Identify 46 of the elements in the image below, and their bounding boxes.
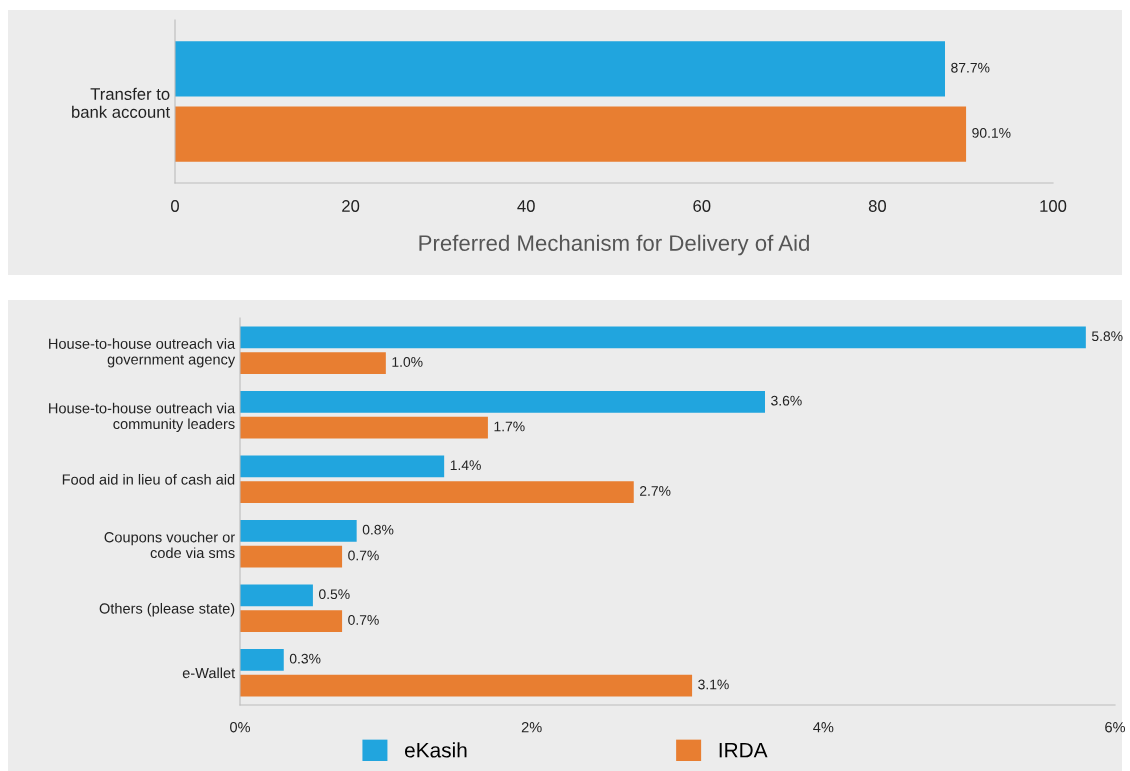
bar — [240, 610, 343, 633]
data-label: 1.4% — [450, 460, 481, 471]
data-label: 3.1% — [698, 679, 729, 690]
bar — [240, 481, 634, 504]
bar — [240, 519, 357, 542]
x-tick-label: 40 — [517, 200, 535, 212]
x-tick-label: 0% — [230, 722, 251, 733]
bar — [240, 390, 765, 413]
x-tick-label: 4% — [813, 722, 834, 733]
y-tick-label: Transfer to bank account — [72, 87, 171, 118]
x-tick-label: 6% — [1105, 722, 1126, 733]
bar — [240, 648, 284, 671]
data-label: 5.8% — [1091, 331, 1123, 342]
x-tick-label: 80 — [868, 200, 887, 212]
bar — [240, 416, 488, 439]
data-label: 0.7% — [348, 615, 379, 625]
bar — [240, 545, 343, 568]
data-label: 2.7% — [640, 486, 671, 496]
x-tick-label: 20 — [342, 200, 360, 212]
legend-label: eKasih — [404, 742, 467, 758]
y-tick-label: Others (please state) — [99, 602, 235, 617]
y-tick-label: e-Wallet — [182, 667, 236, 679]
x-tick-label: 60 — [693, 200, 711, 212]
x-axis-title: Preferred Mechanism for Delivery of Aid — [419, 234, 809, 256]
x-tick-label: 100 — [1040, 200, 1067, 212]
bar — [240, 674, 693, 697]
y-tick-label: Food aid in lieu of cash aid — [62, 473, 235, 485]
x-tick-label: 0 — [171, 200, 179, 212]
y-tick-label: House-to-house outreach via community leaders — [49, 402, 236, 432]
bar — [240, 584, 313, 607]
bar — [240, 352, 386, 375]
bar — [240, 326, 1086, 349]
data-label: 0.5% — [319, 589, 350, 600]
data-label: 0.7% — [348, 550, 379, 561]
data-label: 90.1% — [972, 127, 1011, 138]
y-tick-label: House-to-house outreach via government agency — [49, 338, 236, 368]
bar — [240, 455, 445, 478]
data-label: 1.0% — [392, 357, 423, 367]
data-label: 1.7% — [494, 421, 525, 432]
y-tick-label: Coupons voucher or code via sms — [104, 531, 235, 559]
legend-label: IRDA — [719, 743, 768, 758]
data-label: 87.7% — [951, 62, 990, 73]
x-tick-label: 2% — [521, 722, 542, 733]
data-label: 0.8% — [362, 524, 394, 535]
data-label: 0.3% — [289, 653, 321, 664]
data-label: 3.6% — [771, 395, 802, 406]
